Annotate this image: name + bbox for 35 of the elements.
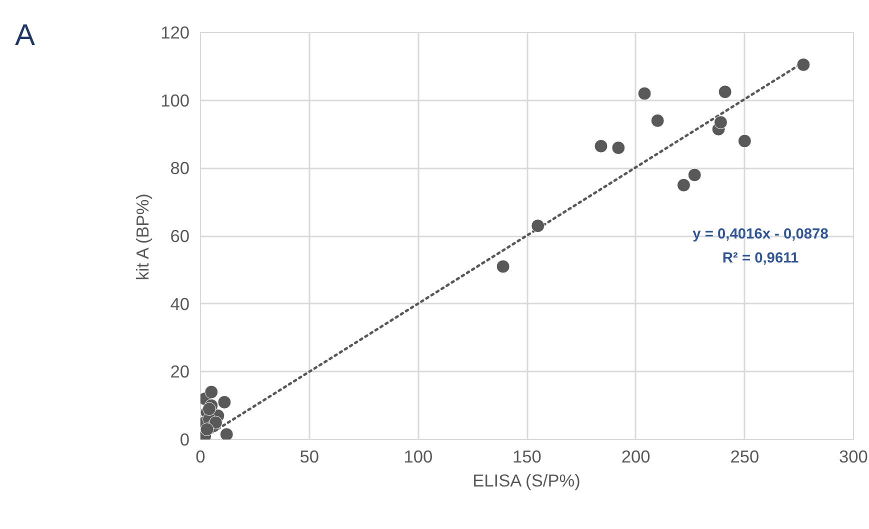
- annotation: y = 0,4016x - 0,0878: [692, 226, 828, 242]
- y-tick-label: 100: [160, 90, 190, 110]
- x-axis-title: ELISA (S/P%): [472, 470, 580, 490]
- point: [718, 85, 732, 99]
- point: [531, 219, 545, 233]
- y-tick-label: 80: [170, 158, 190, 178]
- x-tick-label: 300: [839, 446, 868, 466]
- point: [496, 260, 510, 274]
- point: [220, 428, 234, 440]
- y-tick-label: 20: [170, 362, 190, 382]
- point: [218, 395, 232, 409]
- y-tick-label: 40: [170, 294, 190, 314]
- x-tick-label: 200: [621, 446, 650, 466]
- y-tick-label: 60: [170, 226, 190, 246]
- x-tick-label: 150: [512, 446, 542, 466]
- point: [796, 58, 810, 72]
- point: [650, 114, 664, 128]
- point: [594, 139, 608, 153]
- y-tick-label: 0: [180, 430, 190, 450]
- point: [688, 168, 702, 182]
- y-tick-label: 120: [160, 22, 190, 42]
- point: [204, 385, 218, 399]
- text: A: [15, 18, 36, 54]
- point: [612, 141, 626, 155]
- point: [202, 402, 216, 416]
- x-tick-label: 50: [300, 446, 319, 466]
- point: [638, 86, 652, 100]
- x-tick-label: 0: [196, 446, 206, 466]
- x-tick-label: 250: [730, 446, 760, 466]
- point: [714, 116, 728, 130]
- y-axis-title: kit A (BP%): [132, 194, 153, 280]
- point: [676, 178, 690, 192]
- annotation: R² = 0,9611: [722, 250, 799, 266]
- x-tick-label: 100: [404, 446, 433, 466]
- point: [738, 134, 752, 148]
